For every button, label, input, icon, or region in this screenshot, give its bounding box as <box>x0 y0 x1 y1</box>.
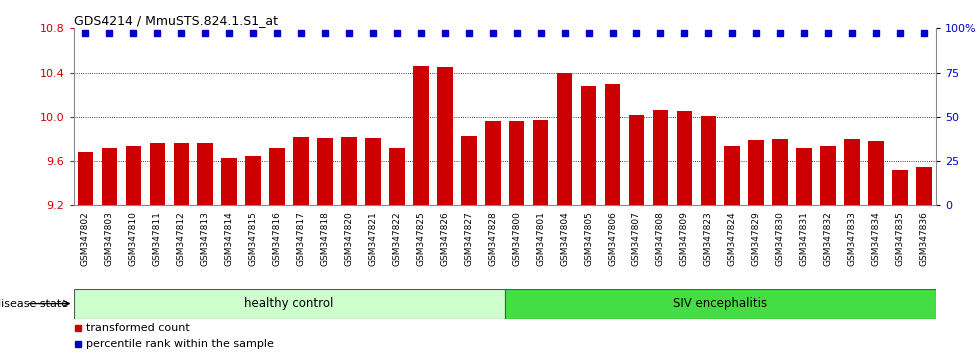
Bar <box>557 73 572 205</box>
Text: SIV encephalitis: SIV encephalitis <box>673 297 767 310</box>
Bar <box>509 121 524 205</box>
Bar <box>150 143 165 205</box>
Bar <box>868 141 884 205</box>
Text: healthy control: healthy control <box>244 297 334 310</box>
Bar <box>461 136 476 205</box>
Bar <box>197 143 213 205</box>
Bar <box>389 148 405 205</box>
Bar <box>653 110 668 205</box>
Bar <box>341 137 357 205</box>
Bar <box>293 137 309 205</box>
Bar <box>772 139 788 205</box>
Bar <box>892 170 907 205</box>
Bar <box>820 145 836 205</box>
Bar <box>270 148 285 205</box>
Bar <box>173 143 189 205</box>
Bar <box>916 167 932 205</box>
Text: transformed count: transformed count <box>86 322 190 332</box>
Bar <box>245 155 261 205</box>
Bar <box>628 115 644 205</box>
Bar <box>77 152 93 205</box>
Bar <box>437 67 453 205</box>
Bar <box>505 289 936 319</box>
Bar <box>485 121 501 205</box>
Text: disease state: disease state <box>0 298 69 309</box>
Bar <box>605 84 620 205</box>
Bar <box>533 120 549 205</box>
Bar <box>797 148 811 205</box>
Bar <box>724 145 740 205</box>
Text: percentile rank within the sample: percentile rank within the sample <box>86 339 274 349</box>
Bar <box>844 139 859 205</box>
Bar <box>102 148 118 205</box>
Bar <box>366 138 380 205</box>
Bar <box>125 145 141 205</box>
Bar <box>74 289 505 319</box>
Bar <box>221 158 237 205</box>
Bar <box>749 140 764 205</box>
Text: GDS4214 / MmuSTS.824.1.S1_at: GDS4214 / MmuSTS.824.1.S1_at <box>74 14 277 27</box>
Bar <box>676 111 692 205</box>
Bar <box>701 116 716 205</box>
Bar <box>318 138 333 205</box>
Bar <box>581 86 596 205</box>
Bar <box>413 66 428 205</box>
